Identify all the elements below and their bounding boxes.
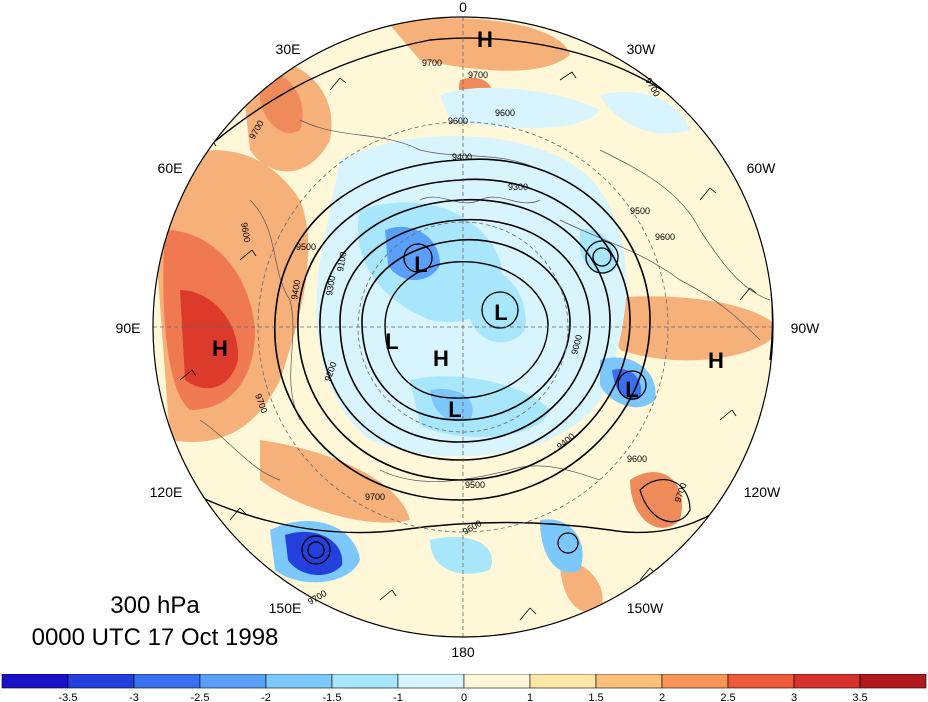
low-center-marker: L [448,397,461,422]
high-center-marker: H [708,348,724,373]
colorbar-box [1,674,69,689]
colorbar-tick-label: 1.5 [588,692,603,702]
contour-label: 9400 [452,152,472,162]
colorbar-box [331,674,399,689]
contour-label: 9300 [324,275,337,296]
high-center-marker: H [477,27,493,52]
low-center-marker: L [625,377,638,402]
colorbar-box [133,674,201,689]
colorbar-tick-label: 3 [791,692,797,702]
colorbar-box [529,674,597,689]
low-center-marker: L [494,300,507,325]
longitude-labels: 0 30W 60W 90W 120W 150W 180 150E 120E 90… [116,0,821,660]
wind-barbs [179,71,757,621]
contour-label: 9600 [448,116,468,126]
colorbar-tick-label: -3.5 [59,692,78,702]
colorbar-box [463,674,531,689]
colorbar-tick-label: -2 [261,692,271,702]
contour-label: 9700 [422,58,442,68]
colorbar-tick-label: 0 [461,692,467,702]
colorbar-box [793,674,861,689]
contour-label: 9400 [289,279,302,300]
contour-label: 9500 [296,242,316,252]
contour-label: 9700 [468,70,488,80]
colorbar-box [199,674,267,689]
contour-label: 9500 [465,480,485,490]
lon-label-180: 180 [451,644,475,660]
polar-stereographic-map: 0 30W 60W 90W 120W 150W 180 150E 120E 90… [116,0,821,660]
contour-label: 9600 [495,108,515,118]
contour-label: 9600 [655,232,675,242]
low-center-marker: L [414,252,427,277]
lon-label-30w: 30W [627,41,657,57]
contour-label: 9300 [508,182,528,192]
colorbar-box [727,674,795,689]
low-center-marker: L [385,329,398,354]
cold-anomaly-patches [270,87,690,583]
pressure-level-title: 300 hPa [110,592,200,619]
colorbar-tick-label: 3.5 [852,692,867,702]
colorbar-tick-label: -1.5 [323,692,342,702]
lon-label-120w: 120W [744,484,781,500]
colorbar-box [595,674,663,689]
colorbar-tick-label: -2.5 [191,692,210,702]
contour-label: 9600 [239,222,252,243]
colorbar-tick-label: 1 [527,692,533,702]
colorbar-box [397,674,465,689]
lon-label-120e: 120E [150,484,183,500]
colorbar-tick-label: 2 [659,692,665,702]
colorbar-labels: -3.5 -3 -2.5 -2 -1.5 -1 0 1 1.5 2 2.5 3 3.5 [59,692,868,702]
high-center-marker: H [212,336,228,361]
lon-label-30e: 30E [276,41,301,57]
colorbar: -3.5 -3 -2.5 -2 -1.5 -1 0 1 1.5 2 2.5 3 3.5 [1,674,927,702]
lon-label-60w: 60W [747,160,777,176]
lon-label-60e: 60E [158,160,183,176]
contour-label: 9500 [630,206,650,216]
warm-anomaly-patches [153,18,773,613]
contour-label: 9100 [335,251,348,272]
colorbar-box [67,674,135,689]
lon-label-150w: 150W [627,600,664,616]
contour-label: 9600 [627,454,647,464]
lon-label-150e: 150E [269,600,302,616]
colorbar-tick-label: -1 [393,692,403,702]
coastlines [199,119,771,482]
colorbar-boxes [1,674,927,689]
valid-time-title: 0000 UTC 17 Oct 1998 [31,624,279,651]
high-center-marker: H [433,346,449,371]
colorbar-box [265,674,333,689]
graticule [153,17,773,637]
colorbar-box [859,674,927,689]
colorbar-box [661,674,729,689]
pressure-centers: H H H H L L L L L [212,27,724,422]
lon-label-0: 0 [459,0,467,15]
map-boundary [152,16,774,638]
colorbar-tick-label: -3 [129,692,139,702]
contour-label: 9700 [365,492,385,502]
lon-label-90e: 90E [116,320,141,336]
map-field [153,17,773,637]
colorbar-tick-label: 2.5 [720,692,735,702]
lon-label-90w: 90W [791,320,821,336]
